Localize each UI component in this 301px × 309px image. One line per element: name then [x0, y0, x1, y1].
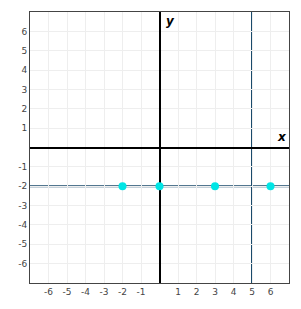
svg-text:-5: -5	[63, 287, 72, 297]
svg-text:5: 5	[21, 46, 27, 56]
svg-text:2: 2	[194, 287, 200, 297]
svg-text:1: 1	[21, 123, 27, 133]
svg-text:-2: -2	[18, 181, 27, 191]
svg-text:-5: -5	[18, 239, 27, 249]
svg-text:-1: -1	[18, 162, 27, 172]
svg-text:4: 4	[21, 65, 27, 75]
svg-text:5: 5	[249, 287, 255, 297]
svg-text:3: 3	[212, 287, 218, 297]
svg-text:3: 3	[21, 85, 27, 95]
svg-text:-3: -3	[100, 287, 109, 297]
svg-text:6: 6	[268, 287, 274, 297]
svg-text:-3: -3	[18, 201, 27, 211]
svg-text:-2: -2	[118, 287, 127, 297]
svg-text:-4: -4	[18, 220, 27, 230]
svg-text:6: 6	[21, 27, 27, 37]
svg-text:2: 2	[21, 104, 27, 114]
svg-text:1: 1	[175, 287, 181, 297]
svg-text:-6: -6	[44, 287, 53, 297]
svg-text:y: y	[166, 14, 175, 28]
svg-text:-4: -4	[81, 287, 90, 297]
svg-text:-1: -1	[137, 287, 146, 297]
svg-text:x: x	[277, 130, 287, 144]
svg-text:-6: -6	[18, 259, 27, 269]
svg-text:4: 4	[231, 287, 237, 297]
